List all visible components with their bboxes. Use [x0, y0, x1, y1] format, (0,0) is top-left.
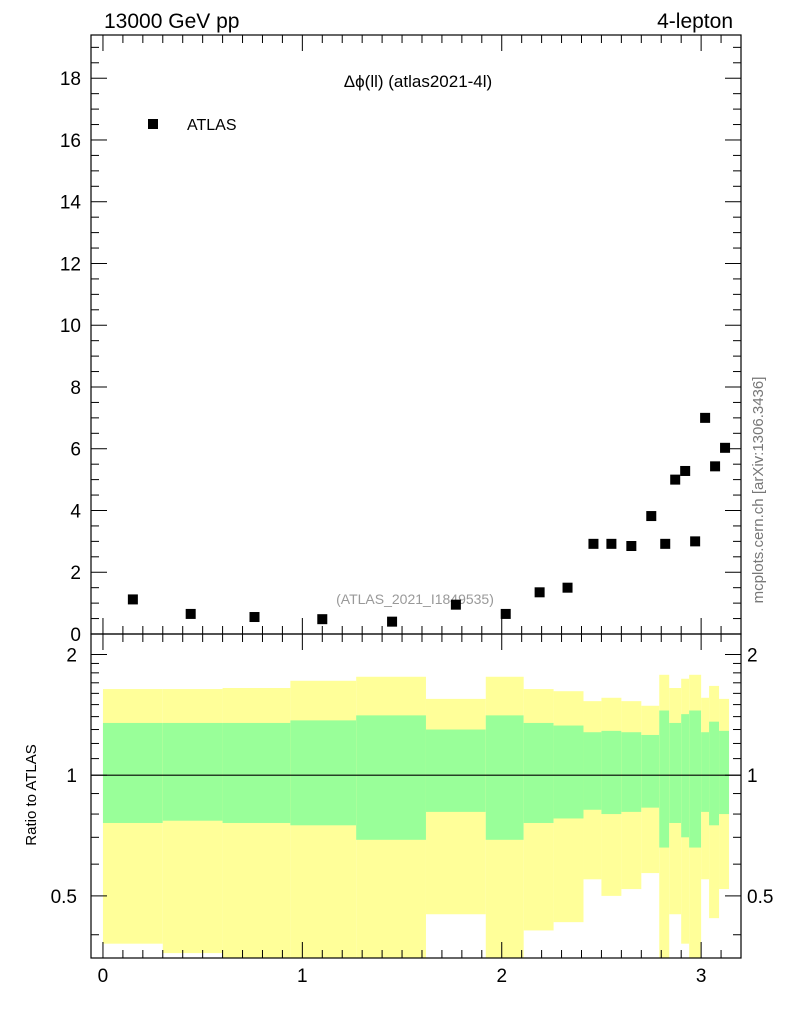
data-point	[670, 474, 681, 485]
data-point	[700, 412, 711, 423]
y-tick-label: 6	[70, 440, 81, 461]
inner-uncertainty-band	[553, 725, 584, 819]
inner-uncertainty-band	[583, 732, 602, 810]
ratio-y-tick-label-right: 2	[747, 646, 758, 667]
ratio-y-tick-label: 0.5	[51, 887, 77, 908]
ratio-y-tick-label: 2	[66, 646, 77, 667]
data-point	[249, 612, 260, 623]
main-plot-title: Δϕ(ll) (atlas2021-4l)	[344, 72, 492, 91]
inner-uncertainty-band	[669, 722, 682, 823]
ratio-y-tick-label-right: 0.5	[747, 887, 773, 908]
inner-uncertainty-band	[689, 710, 702, 848]
header-energy: 13000 GeV pp	[104, 10, 239, 33]
inner-uncertainty-band	[356, 715, 426, 840]
header-channel: 4-lepton	[657, 10, 733, 33]
data-point	[562, 582, 573, 593]
ratio-y-axis-label: Ratio to ATLAS	[23, 744, 40, 845]
main-plot-panel: 0 2 4 6 8 10 12 14 16 18 (ATLAS_2021_I1849535) ATLA…	[60, 34, 742, 646]
legend-marker	[148, 119, 158, 129]
data-point	[317, 614, 328, 625]
ratio-frame	[90, 633, 742, 959]
y-tick-label: 2	[70, 563, 81, 584]
inner-uncertainty-band	[290, 720, 357, 826]
x-tick-label: 0	[98, 966, 109, 987]
data-point	[450, 599, 461, 610]
data-point	[690, 536, 701, 547]
inner-uncertainty-band	[485, 715, 524, 840]
inner-uncertainty-band	[621, 732, 642, 812]
data-point	[588, 538, 599, 549]
data-point	[660, 538, 671, 549]
inner-uncertainty-band	[701, 732, 710, 812]
y-tick-label: 12	[60, 254, 81, 275]
data-point	[127, 594, 138, 605]
x-tick-label: 3	[696, 966, 707, 987]
inner-uncertainty-band	[162, 722, 223, 821]
data-point	[626, 541, 637, 552]
inner-uncertainty-band	[222, 722, 291, 823]
data-point	[680, 465, 691, 476]
x-tick-label: 1	[297, 966, 308, 987]
y-tick-label: 4	[70, 501, 81, 522]
data-point	[710, 461, 721, 472]
inner-uncertainty-band	[719, 730, 730, 815]
data-point	[720, 442, 731, 453]
inner-uncertainty-band	[709, 721, 720, 826]
inner-uncertainty-band	[102, 722, 163, 823]
ratio-plot-panel: 0.5 0.5 1 1 2 2 0 1 2 3	[51, 633, 773, 987]
analysis-watermark: (ATLAS_2021_I1849535)	[336, 591, 494, 607]
inner-uncertainty-band	[523, 722, 554, 823]
data-point	[185, 608, 196, 619]
data-point	[500, 608, 511, 619]
inner-uncertainty-band	[601, 730, 622, 815]
y-tick-label: 10	[60, 316, 81, 337]
data-point	[534, 587, 545, 598]
inner-uncertainty-band	[641, 734, 660, 808]
data-point	[646, 511, 657, 522]
ratio-y-tick-label: 1	[66, 766, 77, 787]
data-point	[387, 616, 398, 627]
y-tick-label: 14	[60, 193, 82, 214]
inner-uncertainty-band	[425, 729, 486, 812]
y-tick-label: 16	[60, 131, 81, 152]
x-tick-label: 2	[496, 966, 507, 987]
inner-uncertainty-band	[659, 710, 670, 848]
y-tick-label: 18	[60, 69, 81, 90]
side-credit: mcplots.cern.ch [arXiv:1306.3436]	[750, 377, 767, 604]
y-tick-label: 8	[70, 378, 81, 399]
ratio-y-tick-label-right: 1	[747, 766, 758, 787]
data-point	[606, 538, 617, 549]
legend-label: ATLAS	[187, 117, 237, 134]
y-tick-label: 0	[70, 625, 81, 646]
